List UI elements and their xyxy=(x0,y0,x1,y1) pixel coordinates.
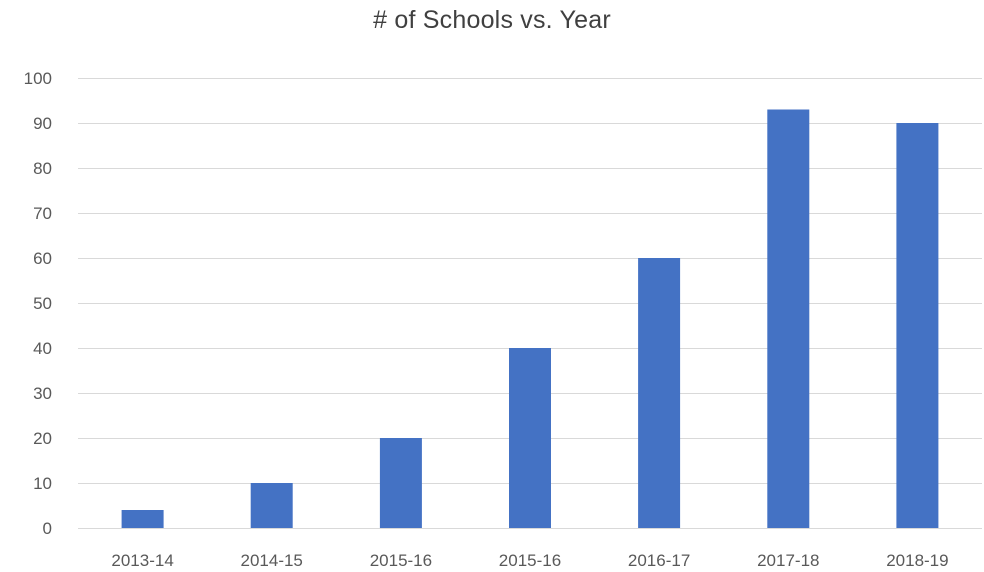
bar xyxy=(896,123,939,528)
bars xyxy=(121,109,939,528)
y-tick-label: 0 xyxy=(43,519,52,538)
bar xyxy=(638,258,681,528)
y-tick-label: 30 xyxy=(33,384,52,403)
y-tick-label: 60 xyxy=(33,249,52,268)
y-tick-label: 50 xyxy=(33,294,52,313)
x-tick-label: 2016-17 xyxy=(628,551,690,570)
y-axis-ticks: 0 10 20 30 40 50 60 70 80 90 100 xyxy=(24,69,52,538)
x-tick-label: 2014-15 xyxy=(241,551,303,570)
y-tick-label: 10 xyxy=(33,474,52,493)
bar xyxy=(121,510,164,528)
x-tick-label: 2018-19 xyxy=(886,551,948,570)
bar xyxy=(250,483,293,528)
bar xyxy=(767,109,810,528)
y-tick-label: 90 xyxy=(33,114,52,133)
bar xyxy=(379,438,422,528)
y-tick-label: 80 xyxy=(33,159,52,178)
x-tick-label: 2013-14 xyxy=(111,551,173,570)
y-tick-label: 100 xyxy=(24,69,52,88)
x-tick-label: 2015-16 xyxy=(370,551,432,570)
y-tick-label: 40 xyxy=(33,339,52,358)
y-tick-label: 20 xyxy=(33,429,52,448)
x-tick-label: 2015-16 xyxy=(499,551,561,570)
y-tick-label: 70 xyxy=(33,204,52,223)
chart-title: # of Schools vs. Year xyxy=(373,6,611,34)
bar xyxy=(509,348,551,528)
x-axis-ticks: 2013-14 2014-15 2015-16 2015-16 2016-17 2017-… xyxy=(111,551,948,570)
x-tick-label: 2017-18 xyxy=(757,551,819,570)
